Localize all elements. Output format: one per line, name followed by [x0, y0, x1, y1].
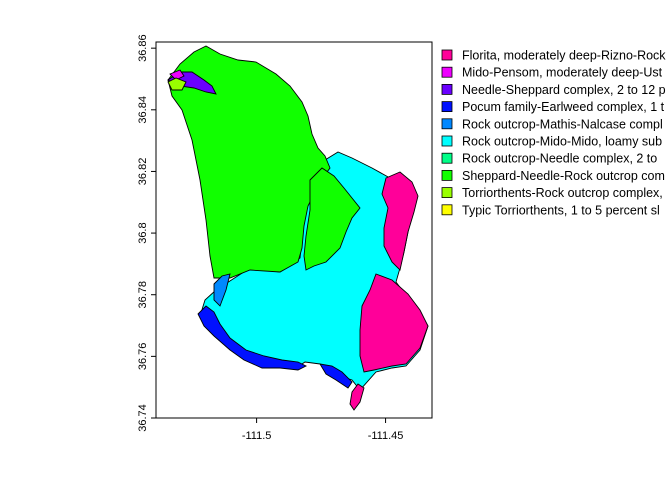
legend-swatch	[441, 49, 453, 61]
y-tick-label: 36.82	[137, 158, 149, 186]
legend-label: Mido-Pensom, moderately deep-Ust	[462, 66, 663, 80]
legend-label: Rock outcrop-Needle complex, 2 to	[462, 152, 657, 166]
region-florita-east-lower	[359, 273, 429, 373]
x-tick-label: -111.45	[368, 430, 404, 442]
legend-label: Rock outcrop-Mathis-Nalcase compl	[462, 117, 663, 131]
x-axis-ticks: -111.5 -111.45	[242, 418, 404, 442]
region-rock-outcrop-mathis-nalcase	[213, 273, 231, 307]
legend-label: Florita, moderately deep-Rizno-Rock	[462, 49, 666, 63]
y-tick-label: 36.76	[137, 343, 149, 371]
x-tick-label: -111.5	[242, 430, 272, 442]
legend-label: Typic Torriorthents, 1 to 5 percent sl	[462, 203, 660, 217]
region-florita-south-tip	[349, 383, 365, 411]
legend-label: Needle-Sheppard complex, 2 to 12 p	[462, 83, 666, 97]
legend-label: Rock outcrop-Mido-Mido, loamy sub	[462, 135, 662, 149]
region-pocum-earlweed-south	[319, 363, 353, 389]
legend-swatch	[441, 169, 453, 181]
y-tick-label: 36.86	[137, 34, 149, 62]
legend-swatch	[441, 152, 453, 164]
map-polygons	[167, 45, 429, 411]
region-pocum-earlweed	[197, 305, 308, 371]
y-tick-label: 36.78	[137, 281, 149, 309]
legend-label: Pocum family-Earlweed complex, 1 t	[462, 100, 665, 114]
region-sheppard-needle-arm	[303, 167, 361, 271]
legend-swatch	[441, 204, 453, 216]
y-tick-label: 36.8	[137, 222, 149, 243]
legend: Florita, moderately deep-Rizno-Rock Mido-…	[441, 49, 666, 217]
legend-swatch	[441, 66, 453, 78]
legend-swatch	[441, 84, 453, 95]
y-tick-label: 36.74	[137, 404, 149, 432]
region-torriorthents-rock-outcrop	[167, 77, 187, 91]
legend-swatch	[441, 187, 453, 199]
legend-swatch	[441, 101, 453, 112]
region-florita-east-upper	[381, 171, 419, 271]
legend-swatch	[441, 118, 453, 130]
legend-swatch	[441, 135, 453, 147]
y-axis-ticks: 36.74 36.76 36.78 36.8 36.82 36.84 36.86	[137, 34, 156, 432]
legend-label: Torriorthents-Rock outcrop complex,	[462, 186, 663, 200]
region-mido-pensom	[169, 69, 185, 81]
y-tick-label: 36.84	[137, 96, 149, 124]
plot-frame	[155, 41, 433, 419]
legend-label: Sheppard-Needle-Rock outcrop com	[462, 169, 665, 183]
